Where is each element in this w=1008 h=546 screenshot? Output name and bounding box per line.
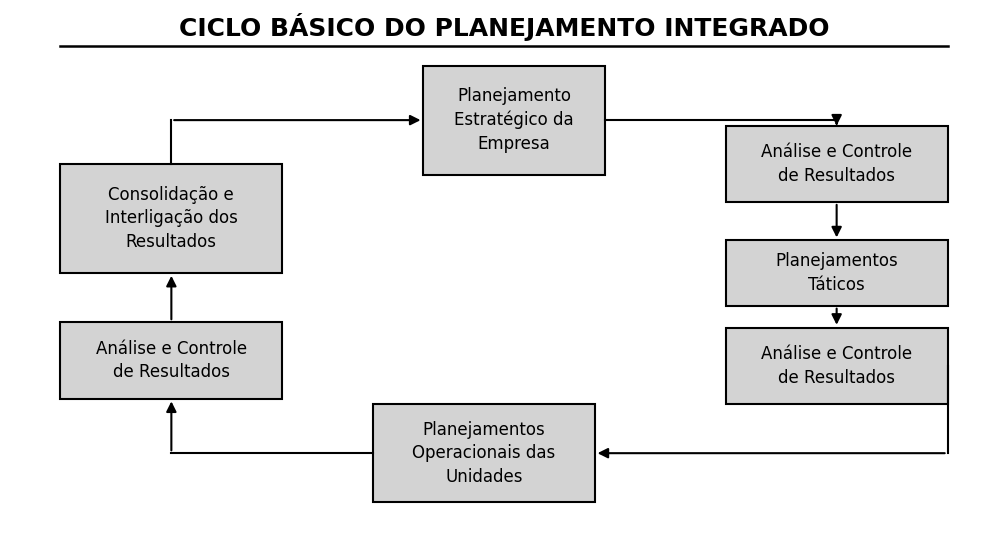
Text: Planejamentos
Táticos: Planejamentos Táticos bbox=[775, 252, 898, 294]
Text: Análise e Controle
de Resultados: Análise e Controle de Resultados bbox=[761, 345, 912, 387]
Text: Planejamentos
Operacionais das
Unidades: Planejamentos Operacionais das Unidades bbox=[412, 420, 555, 486]
FancyBboxPatch shape bbox=[726, 240, 948, 306]
Text: Consolidação e
Interligação dos
Resultados: Consolidação e Interligação dos Resultad… bbox=[105, 186, 238, 251]
FancyBboxPatch shape bbox=[60, 322, 282, 399]
FancyBboxPatch shape bbox=[373, 404, 595, 502]
Text: CICLO BÁSICO DO PLANEJAMENTO INTEGRADO: CICLO BÁSICO DO PLANEJAMENTO INTEGRADO bbox=[178, 13, 830, 41]
Text: Planejamento
Estratégico da
Empresa: Planejamento Estratégico da Empresa bbox=[455, 87, 574, 153]
FancyBboxPatch shape bbox=[726, 328, 948, 404]
Text: Análise e Controle
de Resultados: Análise e Controle de Resultados bbox=[96, 340, 247, 381]
Text: Análise e Controle
de Resultados: Análise e Controle de Resultados bbox=[761, 143, 912, 185]
FancyBboxPatch shape bbox=[423, 66, 605, 175]
FancyBboxPatch shape bbox=[60, 164, 282, 273]
FancyBboxPatch shape bbox=[726, 126, 948, 202]
